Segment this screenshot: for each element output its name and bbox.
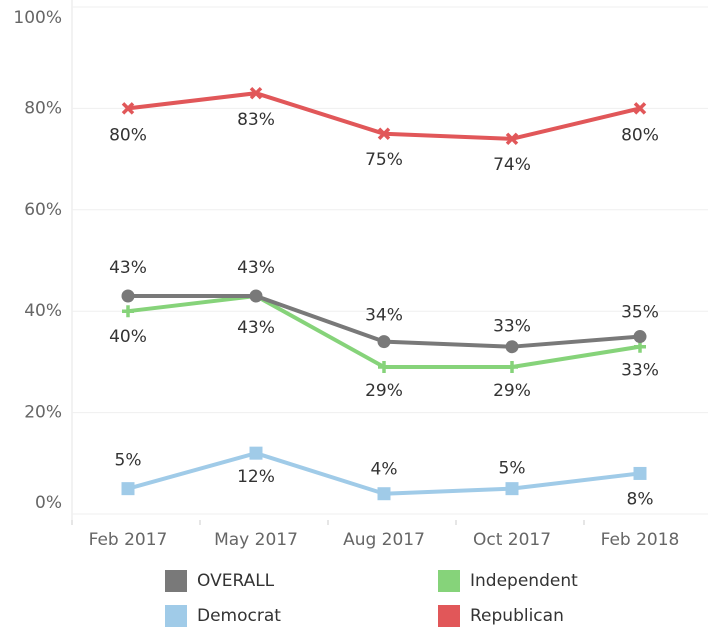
- point: [121, 102, 135, 115]
- data-label: 43%: [237, 258, 275, 278]
- point: [633, 466, 647, 480]
- data-label: 33%: [621, 361, 659, 381]
- data-label: 34%: [365, 306, 403, 326]
- data-label: 29%: [493, 381, 531, 401]
- point: [506, 360, 518, 373]
- data-label: 12%: [237, 467, 275, 487]
- data-label: 43%: [109, 258, 147, 278]
- point: [505, 482, 519, 496]
- point: [121, 482, 135, 496]
- point: [633, 102, 647, 115]
- point: [249, 86, 263, 100]
- y-tick-label: 60%: [24, 200, 62, 220]
- data-label: 80%: [621, 125, 659, 145]
- point: [505, 340, 519, 354]
- data-label: 80%: [109, 125, 147, 145]
- legend-label: Democrat: [197, 606, 281, 626]
- data-label: 29%: [365, 381, 403, 401]
- point: [121, 289, 135, 303]
- legend-swatch: [438, 570, 460, 592]
- x-tick-label: Feb 2018: [601, 530, 680, 550]
- legend-swatch: [165, 605, 187, 627]
- x-tick-label: Oct 2017: [473, 530, 551, 550]
- x-tick-label: Feb 2017: [89, 530, 168, 550]
- data-label: 83%: [237, 110, 275, 130]
- data-label: 40%: [109, 327, 147, 347]
- y-tick-label: 100%: [13, 8, 62, 28]
- data-label: 8%: [627, 489, 654, 509]
- y-tick-label: 0%: [35, 493, 62, 513]
- point: [505, 132, 519, 146]
- point: [249, 289, 263, 303]
- legend-label: OVERALL: [197, 571, 275, 591]
- legend-swatch: [165, 570, 187, 592]
- data-label: 43%: [237, 318, 275, 338]
- y-tick-label: 20%: [24, 403, 62, 423]
- point: [249, 446, 263, 460]
- data-label: 74%: [493, 155, 531, 175]
- legend-label: Independent: [470, 571, 578, 591]
- data-label: 5%: [115, 451, 142, 471]
- x-tick-label: May 2017: [214, 530, 298, 550]
- y-tick-label: 80%: [24, 98, 62, 118]
- point: [633, 330, 647, 344]
- data-label: 5%: [499, 459, 526, 479]
- point: [377, 487, 391, 501]
- data-label: 33%: [493, 317, 531, 337]
- legend-label: Republican: [470, 606, 564, 626]
- legend-swatch: [438, 605, 460, 627]
- data-label: 75%: [365, 150, 403, 170]
- point: [377, 335, 391, 349]
- point: [122, 305, 134, 318]
- point: [377, 127, 391, 140]
- data-label: 35%: [621, 303, 659, 323]
- y-tick-label: 40%: [24, 301, 62, 321]
- x-tick-label: Aug 2017: [343, 530, 425, 550]
- point: [378, 360, 390, 373]
- data-label: 4%: [371, 460, 398, 480]
